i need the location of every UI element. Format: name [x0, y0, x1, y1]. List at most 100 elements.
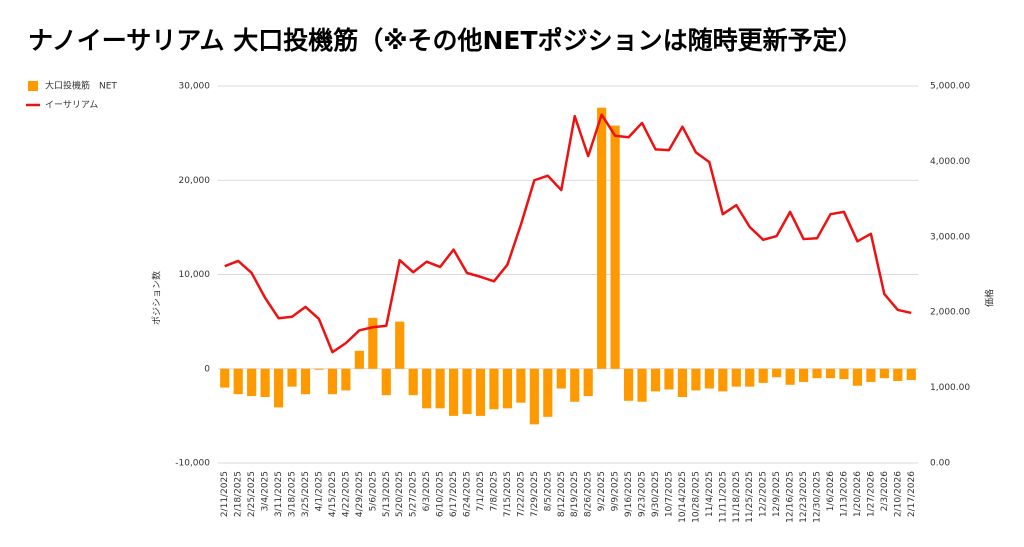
x-tick-label: 12/23/2025 [799, 471, 809, 523]
bar [529, 368, 539, 425]
bar [543, 368, 553, 417]
x-tick-label: 12/2/2025 [759, 471, 769, 517]
x-tick-label: 4/15/2025 [328, 471, 338, 517]
x-tick-label: 5/20/2025 [395, 471, 405, 517]
bar [408, 368, 418, 396]
x-tick-label: 12/9/2025 [772, 471, 782, 517]
x-tick-label: 8/12/2025 [557, 471, 567, 517]
y-tick-label: 30,000 [179, 82, 211, 92]
x-tick-label: 9/2/2025 [597, 471, 607, 511]
bar [785, 368, 795, 385]
x-tick-label: 11/4/2025 [705, 471, 715, 517]
bar [516, 368, 526, 403]
bar [327, 368, 337, 395]
bar [637, 368, 647, 402]
bar [341, 368, 351, 391]
legend-swatch [28, 81, 38, 91]
bar [852, 368, 862, 386]
bar [866, 368, 876, 382]
x-tick-label: 9/16/2025 [624, 471, 634, 517]
bar [502, 368, 512, 409]
x-tick-label: 4/22/2025 [341, 471, 351, 517]
bar [677, 368, 687, 398]
bar [799, 368, 809, 382]
bar [287, 368, 297, 387]
x-tick-label: 9/30/2025 [651, 471, 661, 517]
x-tick-label: 7/15/2025 [503, 471, 513, 517]
bar [650, 368, 661, 392]
bar [906, 368, 916, 381]
bar [462, 368, 472, 414]
x-tick-label: 11/25/2025 [745, 471, 755, 523]
bar [772, 368, 782, 378]
x-tick-label: 2/10/2026 [893, 471, 903, 517]
bar [610, 125, 620, 369]
x-tick-label: 1/13/2026 [839, 471, 849, 517]
bar [354, 350, 364, 369]
bar [368, 317, 378, 369]
x-tick-label: 1/6/2026 [826, 471, 836, 512]
x-tick-label: 10/28/2025 [691, 471, 701, 523]
bar [812, 368, 822, 379]
y2-tick-label: 1,000.00 [930, 383, 970, 393]
legend-label: 大口投機筋 NET [45, 80, 117, 92]
x-tick-label: 11/18/2025 [732, 471, 742, 523]
x-tick-label: 12/16/2025 [786, 471, 796, 523]
x-tick-label: 5/27/2025 [409, 471, 419, 517]
x-tick-label: 12/30/2025 [813, 471, 823, 523]
x-tick-label: 7/1/2025 [476, 471, 486, 511]
x-tick-label: 3/4/2025 [261, 471, 271, 511]
price-line [224, 113, 912, 354]
y2-axis-title: 価格 [984, 289, 996, 307]
bar [556, 368, 566, 389]
bar [624, 368, 634, 401]
x-tick-label: 5/13/2025 [382, 471, 392, 517]
bar [435, 368, 445, 409]
y-axis-title: ポジション数 [151, 271, 163, 325]
x-tick-label: 7/8/2025 [489, 471, 499, 511]
bar [475, 368, 486, 416]
x-tick-label: 6/24/2025 [463, 471, 473, 517]
bar [274, 368, 284, 408]
bar [300, 368, 311, 395]
legend-label: イーサリアム [45, 100, 98, 111]
bar [489, 368, 499, 410]
x-tick-label: 9/9/2025 [611, 471, 621, 511]
x-tick-label: 2/18/2025 [234, 471, 244, 517]
bar [893, 368, 903, 382]
bar [691, 368, 701, 391]
bar [260, 368, 270, 398]
x-tick-label: 10/14/2025 [678, 471, 688, 523]
bar [314, 368, 324, 370]
x-tick-label: 3/25/2025 [301, 471, 311, 517]
x-tick-label: 10/7/2025 [664, 471, 674, 517]
x-tick-label: 1/20/2026 [853, 471, 863, 517]
x-tick-label: 7/22/2025 [516, 471, 526, 517]
x-tick-label: 2/11/2025 [220, 471, 230, 517]
x-tick-label: 4/29/2025 [355, 471, 365, 517]
x-tick-label: 7/29/2025 [530, 471, 540, 517]
bar [381, 368, 391, 396]
y2-tick-label: 4,000.00 [930, 157, 970, 167]
bar [247, 368, 257, 397]
x-tick-label: 4/1/2025 [314, 471, 324, 511]
y2-tick-label: 2,000.00 [930, 308, 970, 318]
x-tick-label: 5/6/2025 [368, 471, 378, 511]
y-tick-label: 10,000 [179, 270, 211, 280]
x-tick-label: 2/3/2026 [880, 471, 890, 512]
bar [718, 368, 728, 392]
y-tick-label: -10,000 [175, 459, 210, 469]
bar [731, 368, 741, 387]
x-tick-label: 2/25/2025 [247, 471, 257, 517]
x-tick-label: 3/11/2025 [274, 471, 284, 517]
x-tick-label: 9/23/2025 [638, 471, 648, 517]
bar [233, 368, 243, 395]
x-tick-label: 6/10/2025 [436, 471, 446, 517]
y2-tick-label: 5,000.00 [930, 82, 970, 92]
bar [449, 368, 459, 416]
chart-title: ナノイーサリアム 大口投機筋（※その他NETポジションは随時更新予定） [28, 26, 863, 55]
x-tick-label: 8/26/2025 [584, 471, 594, 517]
bar [583, 368, 593, 397]
bar [758, 368, 768, 383]
